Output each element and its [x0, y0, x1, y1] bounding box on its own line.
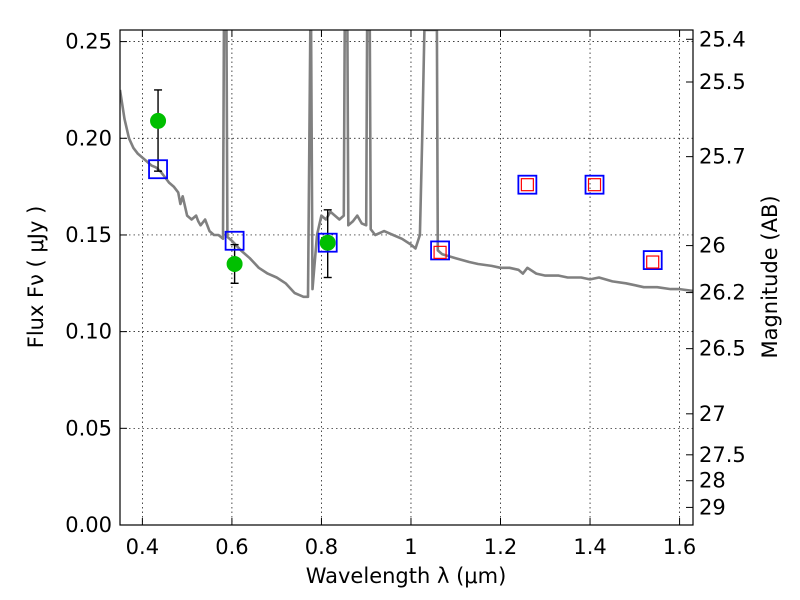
- y-tick-label: 0.10: [65, 320, 112, 344]
- x-tick-label: 1.6: [663, 535, 696, 559]
- model-band-square-inner: [646, 255, 660, 269]
- x-tick-label: 1: [404, 535, 417, 559]
- y-tick-label: 0.00: [65, 513, 112, 537]
- x-tick-label: 1.2: [484, 535, 517, 559]
- plot-area: [120, 30, 693, 299]
- y2-tick-label: 26.5: [699, 337, 746, 361]
- y-tick-label: 0.25: [65, 30, 112, 54]
- y2-tick-label: 26: [699, 234, 726, 258]
- model-band-square: [430, 240, 450, 261]
- x-tick-label: 0.8: [305, 535, 338, 559]
- y-tick-label: 0.20: [65, 126, 112, 150]
- y-axis-label: Flux Fν ( μJy ): [24, 206, 48, 349]
- x-tick-label: 1.4: [573, 535, 606, 559]
- model-band-square: [317, 232, 338, 253]
- x-axis-label: Wavelength λ (μm): [306, 564, 507, 588]
- observed-flux-point: [150, 112, 167, 129]
- y2-tick-label: 25.4: [699, 27, 746, 51]
- grid: [120, 30, 693, 526]
- observed-flux-point: [226, 255, 243, 272]
- model-band-square-inner: [433, 245, 447, 259]
- model-band-square-inner: [587, 178, 602, 192]
- y2-tick-label: 28: [699, 469, 726, 493]
- y2-tick-label: 25.5: [699, 70, 746, 94]
- ticks: 0.4 0.6 0.8 1 1.2 1.4 1.6 0.00 0.05 0.10 0.15 0.20 0…: [65, 27, 746, 559]
- model-band-square: [148, 159, 168, 180]
- x-tick-label: 0.4: [126, 535, 159, 559]
- model-band-square: [584, 174, 605, 195]
- model-band-square: [224, 230, 245, 251]
- y2-tick-label: 25.7: [699, 145, 746, 169]
- model-band-square: [517, 174, 538, 195]
- y2-tick-label: 26.2: [699, 281, 746, 305]
- model-band-square: [642, 250, 663, 270]
- y-tick-label: 0.15: [65, 223, 112, 247]
- x-tick-label: 0.6: [215, 535, 248, 559]
- y2-axis-label: Magnitude (AB): [758, 195, 782, 358]
- y2-tick-label: 29: [699, 495, 726, 519]
- model-band-square-inner: [520, 178, 534, 192]
- y2-tick-label: 27.5: [699, 443, 746, 467]
- model-spectrum-line: [120, 30, 693, 299]
- y-tick-label: 0.05: [65, 416, 112, 440]
- y2-tick-label: 27: [699, 402, 726, 426]
- plot-frame: [119, 29, 694, 526]
- observed-flux-point: [319, 234, 336, 251]
